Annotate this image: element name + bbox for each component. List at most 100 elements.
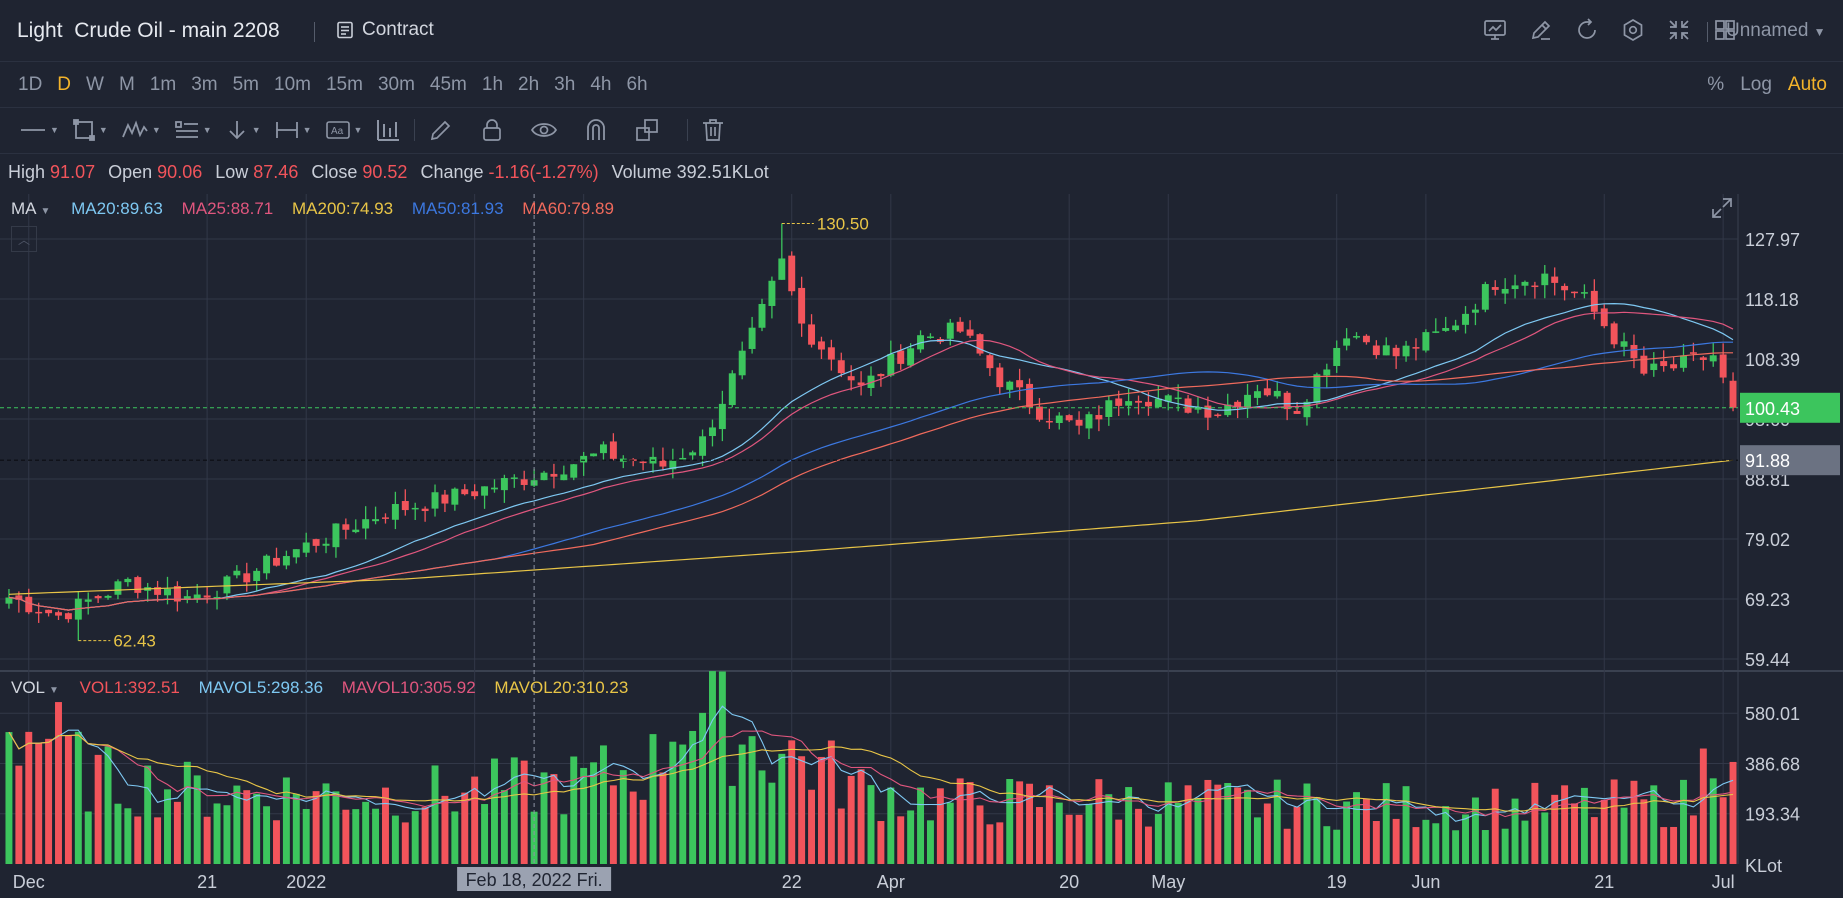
volume-bar	[946, 802, 954, 864]
price-chart[interactable]: 127.97118.18108.3998.6088.8179.0269.2359…	[0, 190, 1843, 898]
candle	[164, 588, 171, 596]
last-price-tag	[1740, 392, 1840, 423]
ma-line-ma200	[8, 459, 1734, 595]
line-tool[interactable]: ▼	[20, 116, 59, 144]
candle	[1006, 381, 1014, 390]
fullscreen-icon[interactable]	[1666, 17, 1692, 43]
interval-1d[interactable]: 1D	[18, 74, 43, 95]
log-scale-toggle[interactable]: Log	[1740, 74, 1772, 95]
caret-down-icon[interactable]: ▼	[40, 206, 51, 217]
volume-bar	[94, 754, 102, 864]
settings-icon[interactable]	[1620, 17, 1646, 43]
undo-icon[interactable]	[1574, 17, 1600, 43]
pencil-tool[interactable]	[429, 116, 453, 144]
pattern-tool[interactable]: ▼	[122, 116, 161, 144]
volume-bar	[877, 821, 885, 864]
volume-bar	[233, 785, 241, 864]
text-tool[interactable]: Aa ▼	[325, 116, 362, 144]
price-tick-label: 79.02	[1745, 530, 1790, 550]
candle	[5, 597, 13, 604]
edit-icon[interactable]	[1528, 17, 1554, 43]
volume-bar	[1006, 779, 1014, 864]
candle	[520, 479, 528, 485]
text-note-tool[interactable]: ▼	[174, 116, 212, 144]
auto-scale-toggle[interactable]: Auto	[1787, 74, 1827, 95]
volume-bar	[1263, 803, 1271, 864]
volume-bar	[1481, 830, 1489, 864]
visibility-tool[interactable]	[531, 116, 558, 144]
interval-d[interactable]: D	[57, 74, 72, 95]
volume-bar	[322, 783, 330, 864]
candle	[154, 587, 162, 595]
candle	[1372, 345, 1380, 356]
volume-bar	[748, 736, 756, 864]
candle	[1333, 347, 1341, 366]
candle	[560, 474, 568, 481]
expand-chart-button[interactable]	[1710, 196, 1734, 220]
arrow-tool[interactable]: ▼	[226, 116, 261, 144]
volume-bar	[1204, 779, 1212, 864]
candle	[35, 611, 43, 614]
shape-tool[interactable]: ▼	[73, 116, 108, 144]
volume-bar	[491, 758, 498, 864]
delete-tool[interactable]	[702, 116, 724, 144]
interval-m[interactable]: M	[118, 74, 135, 95]
clone-tool[interactable]	[635, 116, 659, 144]
percent-scale-toggle[interactable]: %	[1707, 74, 1725, 95]
layout-icon[interactable]	[1712, 17, 1738, 43]
open-value: 90.06	[157, 162, 203, 182]
measure-icon	[275, 122, 298, 138]
volume-bar	[1144, 826, 1152, 864]
candle	[1561, 285, 1569, 291]
interval-3h[interactable]: 3h	[554, 74, 576, 95]
interval-5m[interactable]: 5m	[232, 74, 260, 95]
magnet-tool[interactable]	[585, 116, 607, 144]
measure-tool[interactable]: ▼	[275, 116, 312, 144]
interval-2h[interactable]: 2h	[518, 74, 540, 95]
text-icon: Aa	[325, 121, 350, 139]
caret-down-icon[interactable]: ▼	[49, 685, 59, 696]
interval-3m[interactable]: 3m	[191, 74, 218, 95]
layout-dropdown[interactable]: Unnamed ▼	[1726, 20, 1826, 42]
volume-bar	[1531, 782, 1539, 864]
volume-bar	[847, 775, 855, 864]
high-label: High	[8, 162, 46, 182]
interval-4h[interactable]: 4h	[590, 74, 612, 95]
ma200-value: MA200:74.93	[291, 199, 394, 218]
interval-1h[interactable]: 1h	[481, 74, 504, 95]
collapse-legend-button[interactable]: ︿	[11, 226, 37, 252]
volume-bar	[352, 809, 360, 864]
candle	[708, 427, 716, 437]
volume-tick-label: 193.34	[1745, 805, 1800, 825]
candle	[64, 613, 72, 620]
interval-w[interactable]: W	[86, 74, 104, 95]
chart-icon[interactable]	[1482, 17, 1508, 43]
volume-bar	[104, 746, 112, 864]
volume-bar	[134, 816, 142, 864]
vol-indicator-name[interactable]: VOL	[11, 678, 46, 697]
interval-6h[interactable]: 6h	[626, 74, 648, 95]
candle	[1600, 308, 1608, 327]
indicator-tool[interactable]	[376, 116, 400, 144]
volume-bar	[84, 811, 92, 864]
ma-indicator-name[interactable]: MA	[11, 199, 37, 218]
interval-30m[interactable]: 30m	[377, 74, 415, 95]
volume-bar	[1135, 808, 1142, 864]
volume-bar	[510, 757, 518, 864]
volume-bar	[976, 805, 984, 864]
date-tick-label: Dec	[13, 872, 45, 892]
volume-bar	[1095, 779, 1103, 864]
candle	[837, 360, 845, 374]
volume-bar	[867, 785, 875, 864]
contract-button[interactable]: Contract	[336, 19, 434, 41]
interval-10m[interactable]: 10m	[274, 74, 311, 95]
volume-bar	[1630, 780, 1638, 864]
lock-tool[interactable]	[481, 116, 503, 144]
date-tick-label: May	[1151, 872, 1185, 892]
divider	[687, 119, 689, 141]
instrument-title[interactable]: Light Crude Oil - main 2208	[17, 19, 280, 42]
interval-15m[interactable]: 15m	[325, 74, 363, 95]
candle	[1313, 374, 1321, 403]
interval-45m[interactable]: 45m	[429, 74, 467, 95]
interval-1m[interactable]: 1m	[149, 74, 177, 95]
